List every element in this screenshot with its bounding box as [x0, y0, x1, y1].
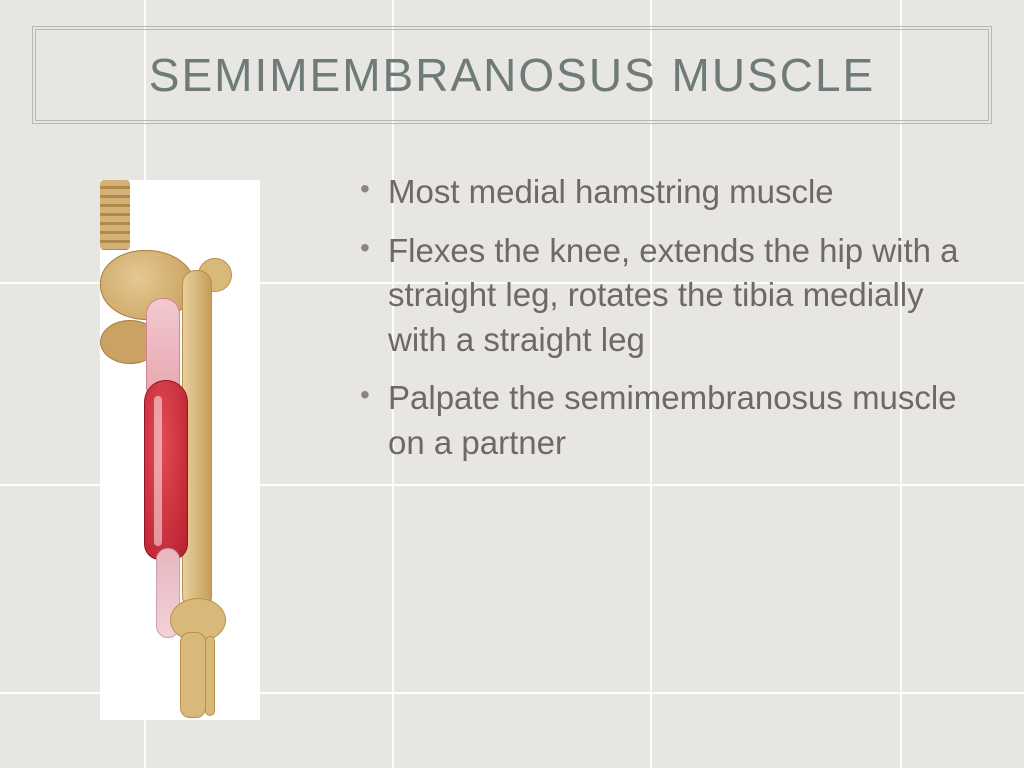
- title-frame: SEMIMEMBRANOSUS MUSCLE: [32, 26, 992, 124]
- muscle-highlight: [154, 396, 162, 546]
- slide-title: SEMIMEMBRANOSUS MUSCLE: [46, 48, 978, 102]
- lumbar-spine: [100, 180, 130, 250]
- content-area: Most medial hamstring muscle Flexes the …: [0, 170, 1024, 768]
- image-column: [0, 170, 360, 768]
- semimembranosus-belly: [144, 380, 188, 560]
- bullet-item: Palpate the semimembranosus muscle on a …: [360, 376, 984, 465]
- bullet-list: Most medial hamstring muscle Flexes the …: [360, 170, 984, 465]
- fibula-bone: [205, 636, 215, 716]
- bullet-item: Most medial hamstring muscle: [360, 170, 984, 215]
- anatomy-illustration: [100, 180, 260, 720]
- bullet-item: Flexes the knee, extends the hip with a …: [360, 229, 984, 363]
- text-column: Most medial hamstring muscle Flexes the …: [360, 170, 1024, 768]
- tibia-bone: [180, 632, 206, 718]
